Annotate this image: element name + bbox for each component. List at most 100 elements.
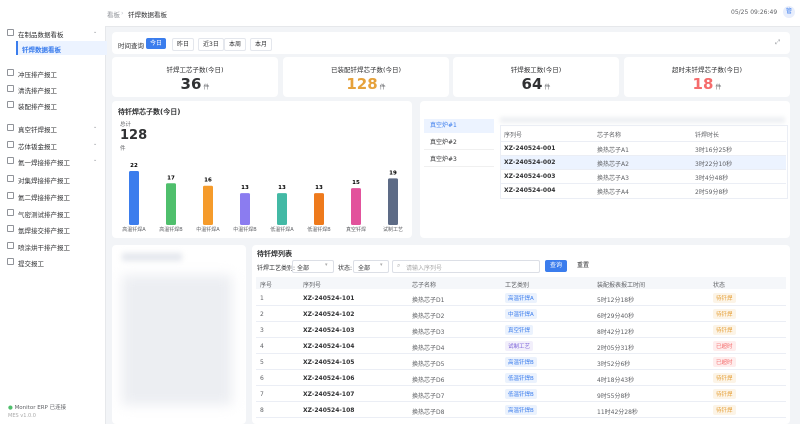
- fullscreen-icon[interactable]: ⤢: [775, 38, 781, 46]
- stat-row: 36 件: [112, 75, 278, 93]
- category-label: 低温钎焊B: [307, 226, 331, 233]
- row-line: [256, 369, 786, 370]
- search-input[interactable]: ⌕ 请输入序列号: [392, 260, 540, 273]
- menu-icon: [7, 157, 14, 164]
- bar: [240, 193, 250, 225]
- status-select[interactable]: 全部 ▾: [353, 260, 389, 273]
- cell: 2时05分31秒: [597, 345, 635, 352]
- process-filter-label: 钎焊工艺类别:: [257, 265, 296, 272]
- menu-item[interactable]: 清洗排产报工: [18, 87, 57, 95]
- list-card: 待钎焊列表 钎焊工艺类别: 全部 ▾ 状态: 全部 ▾ ⌕ 请输入序列号 查询 重置 …: [252, 245, 790, 424]
- menu-item[interactable]: 在制品数据看板: [18, 31, 64, 39]
- status-tag: 待钎焊: [713, 293, 736, 303]
- menu-item[interactable]: 氦一焊接排产报工: [18, 159, 70, 167]
- cell: 3时52分6秒: [597, 361, 631, 368]
- furnace-table: [500, 125, 788, 199]
- stat-title: 超时未钎焊芯子数(今日): [671, 66, 743, 74]
- menu-item[interactable]: 气密测试排产报工: [18, 211, 70, 219]
- cell: 5: [260, 359, 264, 366]
- status-tag: 待钎焊: [713, 405, 736, 415]
- filter-option[interactable]: 近3日: [198, 38, 224, 51]
- menu-icon: [7, 258, 14, 265]
- cell: 换热芯子D6: [412, 377, 445, 384]
- stat-row: 64 件: [453, 75, 619, 93]
- cell: XZ-240524-101: [303, 295, 355, 302]
- blurred-card: [112, 245, 246, 424]
- category-label: 试制工艺: [383, 226, 403, 233]
- menu-item[interactable]: 装配排产报工: [18, 103, 57, 111]
- cell: XZ-240524-105: [303, 359, 355, 366]
- cell: 5时12分18秒: [597, 297, 635, 304]
- cell: XZ-240524-004: [504, 187, 556, 194]
- column-header: 装配报表报工时间: [597, 282, 646, 289]
- category-label: 高温钎焊B: [159, 226, 183, 233]
- menu-icon: [7, 209, 14, 216]
- status-tag: 待钎焊: [713, 389, 736, 399]
- filter-option[interactable]: 昨日: [172, 38, 195, 51]
- furnace-tab[interactable]: 真空炉#2: [424, 136, 494, 150]
- cell: 换热芯子D7: [412, 393, 445, 400]
- cell: XZ-240524-102: [303, 311, 355, 318]
- cell: 11时42分28秒: [597, 409, 638, 416]
- value-label: 13: [315, 185, 323, 191]
- status-tag: 待钎焊: [713, 325, 736, 335]
- stat-unit: 件: [203, 84, 210, 91]
- furnace-tab[interactable]: 真空炉#1: [424, 119, 494, 133]
- menu-icon: [7, 124, 14, 131]
- reset-button[interactable]: 重置: [576, 262, 589, 269]
- stat-title: 已装配钎焊芯子数(今日): [330, 66, 402, 74]
- stat-card: 已装配钎焊芯子数(今日) 128 件: [283, 57, 449, 97]
- column-header: 芯子名称: [412, 282, 437, 289]
- menu-item[interactable]: 喷涂烘干排产报工: [18, 244, 70, 252]
- cell: 6时29分40秒: [597, 313, 635, 320]
- clock: 05/25 09:26:49: [731, 9, 778, 16]
- menu-item[interactable]: 提交报工: [18, 260, 44, 268]
- column-header: 芯子名称: [597, 132, 622, 139]
- process-select[interactable]: 全部 ▾: [292, 260, 334, 273]
- avatar[interactable]: 管: [783, 6, 795, 18]
- menu-item[interactable]: 对集焊接排产报工: [18, 177, 70, 185]
- menu-item[interactable]: 氩焊接交排产报工: [18, 227, 70, 235]
- chevron: ⌄: [93, 141, 98, 147]
- menu-icon: [7, 101, 14, 108]
- menu-item[interactable]: 氦二焊接排产报工: [18, 194, 70, 202]
- cell: XZ-240524-002: [504, 159, 556, 166]
- breadcrumb-parent[interactable]: 看板: [107, 11, 120, 19]
- menu-icon: [7, 141, 14, 148]
- filter-option[interactable]: 本周: [224, 38, 247, 51]
- cell: XZ-240524-003: [504, 173, 556, 180]
- query-button[interactable]: 查询: [545, 260, 567, 272]
- stat-card: 钎焊报工数(今日) 64 件: [453, 57, 619, 97]
- search-placeholder: 请输入序列号: [406, 265, 443, 272]
- filter-option[interactable]: 今日: [146, 38, 167, 49]
- process-tag: 低温钎焊B: [505, 389, 537, 399]
- menu-item[interactable]: 冲压排产报工: [18, 71, 57, 79]
- cell: 3: [260, 327, 264, 334]
- status-select-value: 全部: [358, 265, 371, 272]
- cell: 2时59分8秒: [695, 189, 729, 196]
- column-header: 状态: [713, 282, 726, 289]
- bar: [166, 183, 176, 225]
- menu-item[interactable]: 钎焊数据看板: [22, 46, 61, 54]
- furnace-tab[interactable]: 真空炉#3: [424, 153, 494, 167]
- column-header: 工艺类别: [505, 282, 530, 289]
- stat-card: 钎焊工芯子数(今日) 36 件: [112, 57, 278, 97]
- filter-option[interactable]: 本月: [250, 38, 273, 51]
- menu-item[interactable]: 芯体钣金报工: [18, 143, 57, 151]
- breadcrumb-current: 钎焊数据看板: [128, 11, 167, 19]
- furnace-card: 真空炉#1 真空炉#2 真空炉#3 序列号 芯子名称 钎焊时长 XZ-240524-001 换…: [420, 101, 790, 238]
- cell: 4时18分43秒: [597, 377, 635, 384]
- cell: 1: [260, 295, 264, 302]
- column-header: 序列号: [504, 132, 523, 139]
- chevron: ▾: [325, 262, 328, 268]
- menu-item[interactable]: 真空钎焊报工: [18, 126, 57, 134]
- value-label: 19: [389, 170, 397, 176]
- cell: XZ-240524-103: [303, 327, 355, 334]
- cell: 3时16分25秒: [695, 147, 733, 154]
- list-title: 待钎焊列表: [257, 250, 292, 258]
- cell: 6: [260, 375, 264, 382]
- menu-icon: [7, 242, 14, 249]
- cell: 换热芯子D8: [412, 409, 445, 416]
- connection-status: ● Monitor ERP 已连接: [8, 405, 67, 411]
